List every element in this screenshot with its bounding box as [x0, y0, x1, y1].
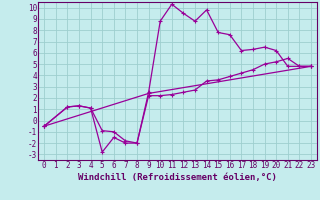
X-axis label: Windchill (Refroidissement éolien,°C): Windchill (Refroidissement éolien,°C) [78, 173, 277, 182]
